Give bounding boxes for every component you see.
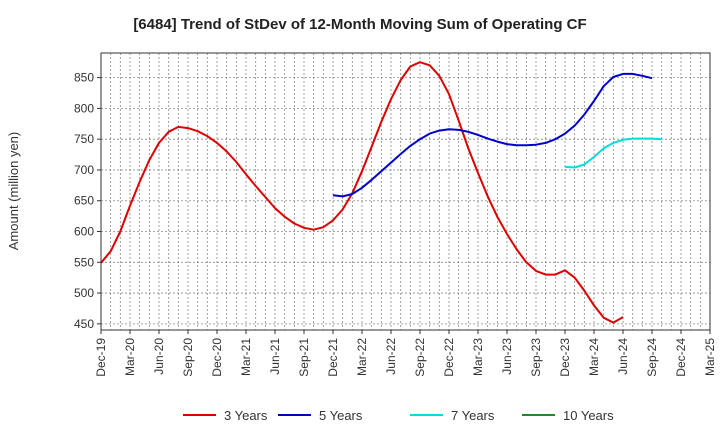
x-tick-label: Mar-21 bbox=[239, 338, 253, 376]
chart-title: [6484] Trend of StDev of 12-Month Moving… bbox=[133, 16, 586, 33]
x-tick-label: Sep-23 bbox=[529, 338, 543, 377]
y-tick-label: 600 bbox=[74, 225, 94, 239]
legend-label-3: 10 Years bbox=[563, 408, 614, 423]
y-tick-label: 500 bbox=[74, 286, 94, 300]
x-tick-label: Mar-25 bbox=[703, 338, 717, 376]
x-tick-label: Sep-24 bbox=[645, 338, 659, 377]
x-tick-label: Jun-23 bbox=[500, 338, 514, 375]
x-tick-label: Dec-21 bbox=[326, 338, 340, 377]
legend-label-2: 7 Years bbox=[451, 408, 495, 423]
x-tick-label: Jun-21 bbox=[268, 338, 282, 375]
x-tick-label: Sep-22 bbox=[413, 338, 427, 377]
x-tick-label: Mar-23 bbox=[471, 338, 485, 376]
x-ticks: Dec-19 Mar-20 Jun-20 Sep-20 Dec-20 Mar-21 Jun-… bbox=[94, 330, 717, 377]
y-tick-label: 450 bbox=[74, 317, 94, 331]
x-tick-label: Dec-20 bbox=[210, 338, 224, 377]
legend-label-1: 5 Years bbox=[319, 408, 363, 423]
x-tick-label: Jun-24 bbox=[616, 338, 630, 375]
x-tick-label: Sep-21 bbox=[297, 338, 311, 377]
x-tick-label: Dec-22 bbox=[442, 338, 456, 377]
grid bbox=[101, 53, 710, 330]
legend-label-0: 3 Years bbox=[224, 408, 268, 423]
x-tick-label: Dec-23 bbox=[558, 338, 572, 377]
series-line-2 bbox=[564, 137, 662, 169]
x-tick-label: Mar-22 bbox=[355, 338, 369, 376]
x-tick-label: Sep-20 bbox=[181, 338, 195, 377]
x-tick-label: Dec-24 bbox=[674, 338, 688, 377]
legend: 3 Years 5 Years 7 Years 10 Years bbox=[183, 408, 614, 423]
x-tick-label: Mar-24 bbox=[587, 338, 601, 376]
y-ticks: 450 500 550 600 650 700 750 800 850 bbox=[74, 71, 101, 331]
x-tick-label: Mar-20 bbox=[123, 338, 137, 376]
y-axis-label: Amount (million yen) bbox=[6, 132, 21, 251]
series-layer bbox=[100, 61, 662, 324]
y-tick-label: 800 bbox=[74, 101, 94, 115]
x-tick-label: Jun-22 bbox=[384, 338, 398, 375]
y-tick-label: 700 bbox=[74, 163, 94, 177]
y-tick-label: 550 bbox=[74, 255, 94, 269]
plot-frame bbox=[100, 52, 711, 331]
series-line-0 bbox=[100, 61, 624, 324]
series-line-1 bbox=[332, 72, 653, 198]
y-tick-label: 850 bbox=[74, 71, 94, 85]
x-tick-label: Dec-19 bbox=[94, 338, 108, 377]
y-tick-label: 650 bbox=[74, 194, 94, 208]
x-tick-label: Jun-20 bbox=[152, 338, 166, 375]
y-tick-label: 750 bbox=[74, 132, 94, 146]
